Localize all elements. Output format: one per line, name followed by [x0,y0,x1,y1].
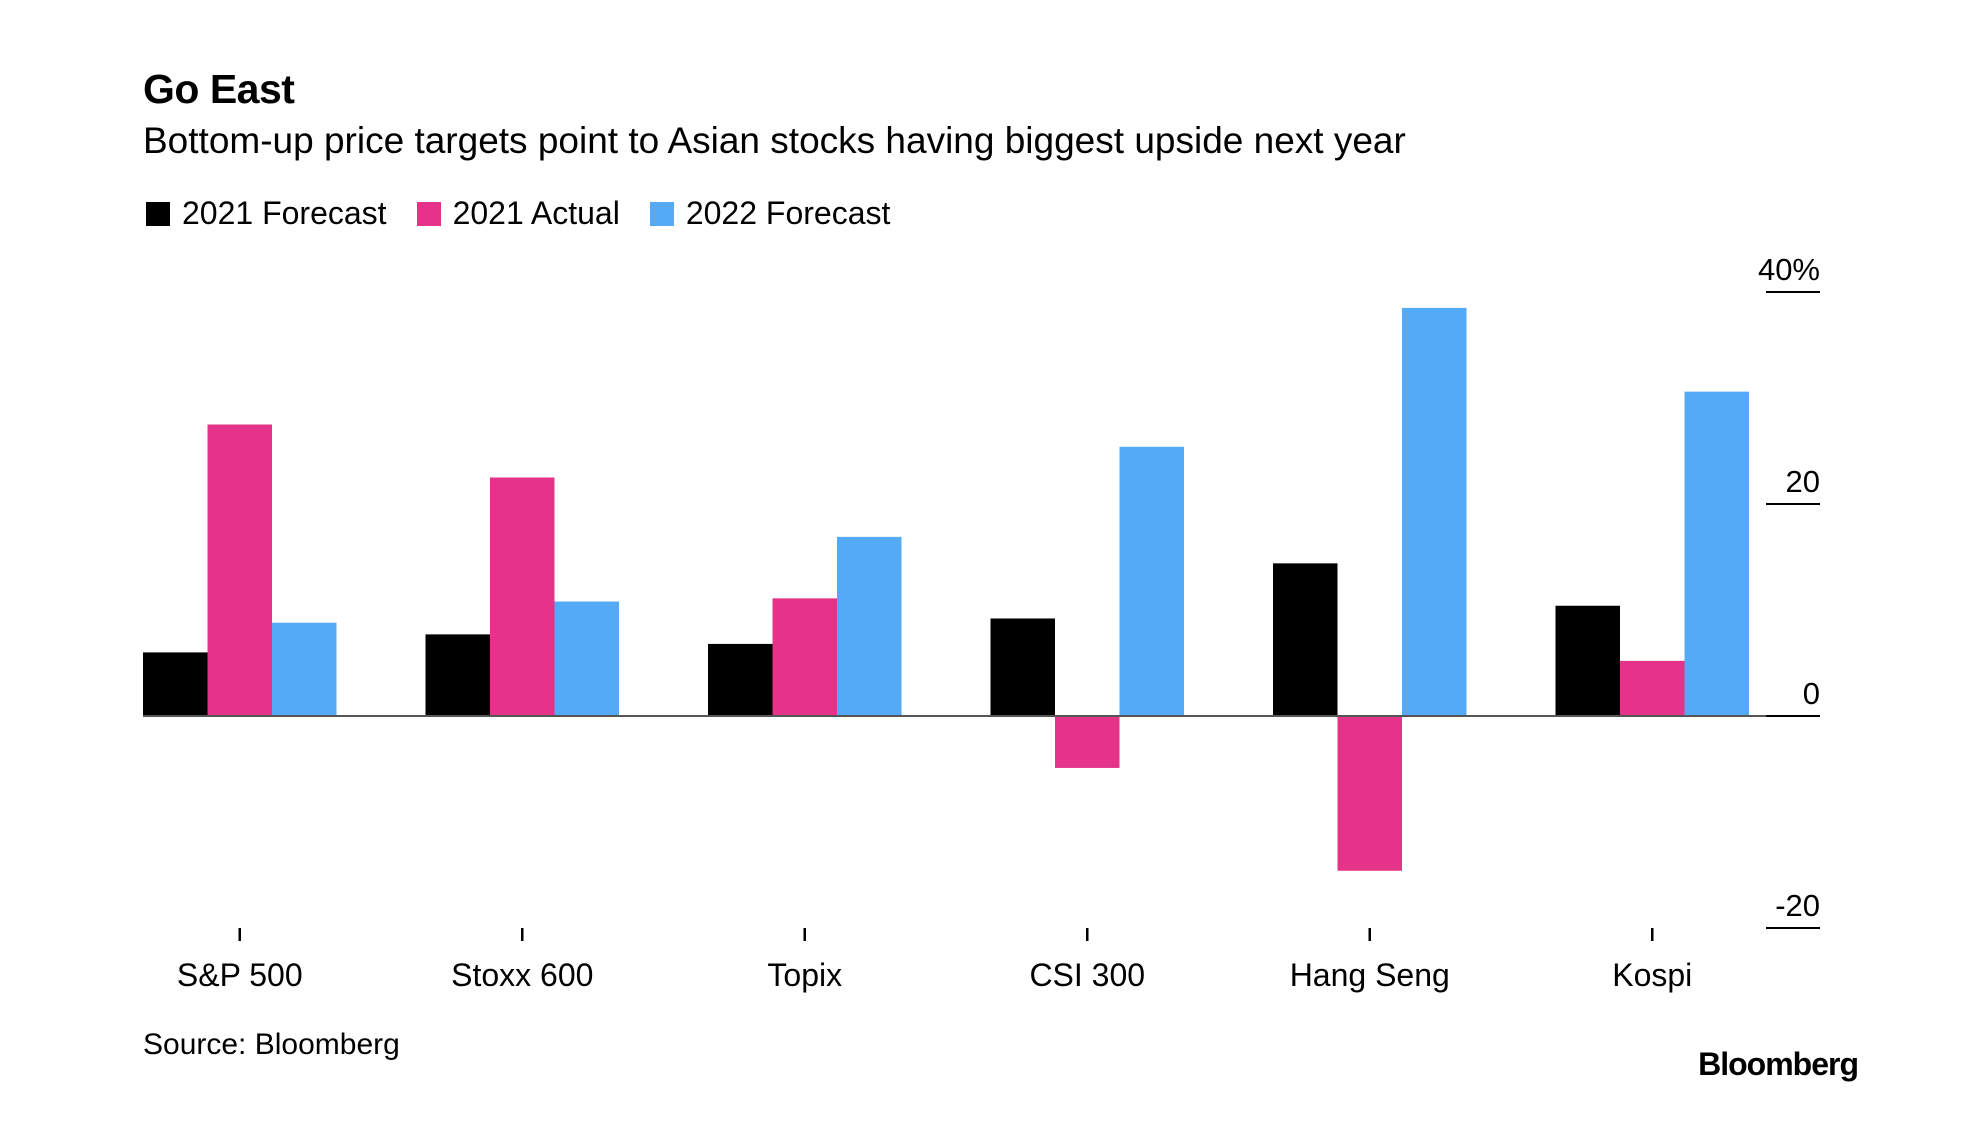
legend-item-2021-actual: 2021 Actual [416,195,620,232]
bar-s-p-500-2022-forecast [272,622,337,716]
bar-topix-2021-actual [772,598,837,716]
y-tick-label-20: -20 [1775,888,1820,923]
bar-stoxx-600-2021-forecast [425,634,490,716]
x-tick-label-hang-seng: Hang Seng [1290,957,1450,993]
legend-item-2021-forecast: 2021 Forecast [146,195,387,232]
y-tick-label-40: 40% [1758,252,1820,287]
source-note: Source: Bloomberg [143,1028,400,1061]
bar-hang-seng-2021-forecast [1273,563,1338,716]
legend-item-2022-forecast: 2022 Forecast [649,195,891,232]
y-tick-label-0: 0 [1803,676,1820,711]
bar-hang-seng-2022-forecast [1402,307,1467,716]
chart-subtitle: Bottom-up price targets point to Asian s… [143,120,1406,161]
legend-label-2022-forecast: 2022 Forecast [685,195,891,231]
legend-swatch-2021-actual [416,201,441,226]
bar-s-p-500-2021-actual [207,424,272,716]
bar-hang-seng-2021-actual [1337,716,1402,871]
bar-kospi-2022-forecast [1684,391,1749,716]
x-tick-label-kospi: Kospi [1612,957,1692,993]
bar-kospi-2021-forecast [1555,605,1620,716]
x-tick-label-stoxx-600: Stoxx 600 [451,957,593,993]
bar-csi-300-2021-actual [1055,716,1120,768]
bloomberg-logo: Bloomberg [1698,1046,1859,1082]
bar-topix-2022-forecast [837,536,902,716]
bar-csi-300-2022-forecast [1119,446,1184,716]
bar-s-p-500-2021-forecast [143,652,208,716]
legend-swatch-2022-forecast [649,201,674,226]
bar-topix-2021-forecast [708,643,773,716]
bar-kospi-2021-actual [1620,660,1685,716]
bar-stoxx-600-2022-forecast [554,601,619,716]
y-tick-label-20: 20 [1786,464,1820,499]
bar-stoxx-600-2021-actual [490,477,555,716]
legend-label-2021-forecast: 2021 Forecast [182,195,387,231]
bar-csi-300-2021-forecast [990,618,1055,716]
legend-label-2021-actual: 2021 Actual [452,195,620,231]
chart-title: Go East [143,66,295,112]
legend-swatch-2021-forecast [146,201,170,226]
legend: 2021 Forecast 2021 Actual 2022 Forecast [146,195,920,232]
x-tick-label-s-p-500: S&P 500 [177,957,303,993]
x-tick-label-topix: Topix [767,957,842,993]
x-tick-label-csi-300: CSI 300 [1029,957,1145,993]
